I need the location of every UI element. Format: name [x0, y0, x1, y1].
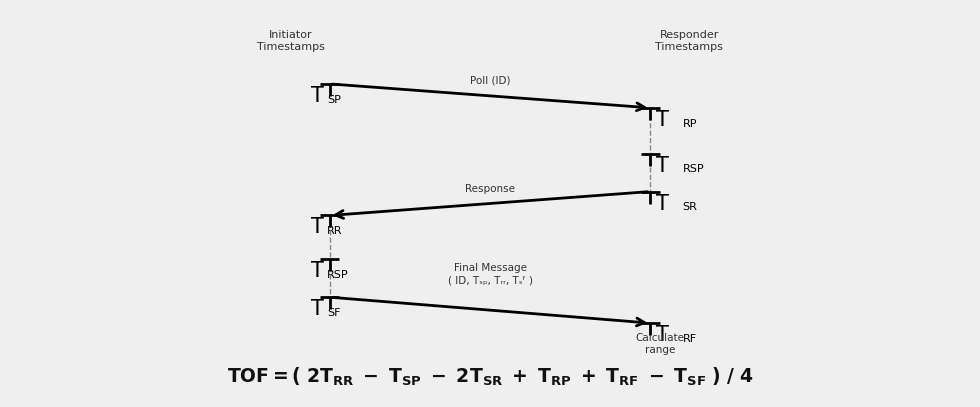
Text: Final Message
( ID, Tₛₚ, Tᵣᵣ, Tₛᶠ ): Final Message ( ID, Tₛₚ, Tᵣᵣ, Tₛᶠ ) [448, 263, 532, 285]
Text: $\mathsf{T}$: $\mathsf{T}$ [310, 86, 324, 106]
Text: $\mathsf{T}$: $\mathsf{T}$ [310, 261, 324, 281]
Text: $\mathsf{T}$: $\mathsf{T}$ [656, 110, 670, 130]
Text: SP: SP [326, 95, 341, 105]
Text: $\mathsf{T}$: $\mathsf{T}$ [656, 325, 670, 345]
Text: $\mathsf{T}$: $\mathsf{T}$ [310, 299, 324, 319]
Text: RSP: RSP [682, 164, 704, 175]
Text: RSP: RSP [326, 270, 348, 280]
Text: $\mathsf{T}$: $\mathsf{T}$ [656, 155, 670, 176]
Text: $\mathsf{T}$: $\mathsf{T}$ [656, 194, 670, 214]
Text: Response: Response [465, 184, 515, 194]
Text: Responder
Timestamps: Responder Timestamps [656, 30, 723, 53]
Text: Initiator
Timestamps: Initiator Timestamps [257, 30, 324, 53]
Text: Poll (ID): Poll (ID) [469, 76, 511, 86]
Text: Calculate
range: Calculate range [636, 333, 685, 355]
Text: $\mathsf{\mathbf{TOF = ( \ 2T_{RR} \ - \ T_{SP} \ - \ 2T_{SR} \ + \ T_{RP} \ + \: $\mathsf{\mathbf{TOF = ( \ 2T_{RR} \ - \… [226, 366, 754, 388]
Text: SF: SF [326, 308, 340, 318]
Text: $\mathsf{T}$: $\mathsf{T}$ [310, 217, 324, 237]
Text: RR: RR [326, 226, 342, 236]
Text: RF: RF [682, 334, 697, 344]
Text: RP: RP [682, 118, 697, 129]
Text: SR: SR [682, 202, 697, 212]
